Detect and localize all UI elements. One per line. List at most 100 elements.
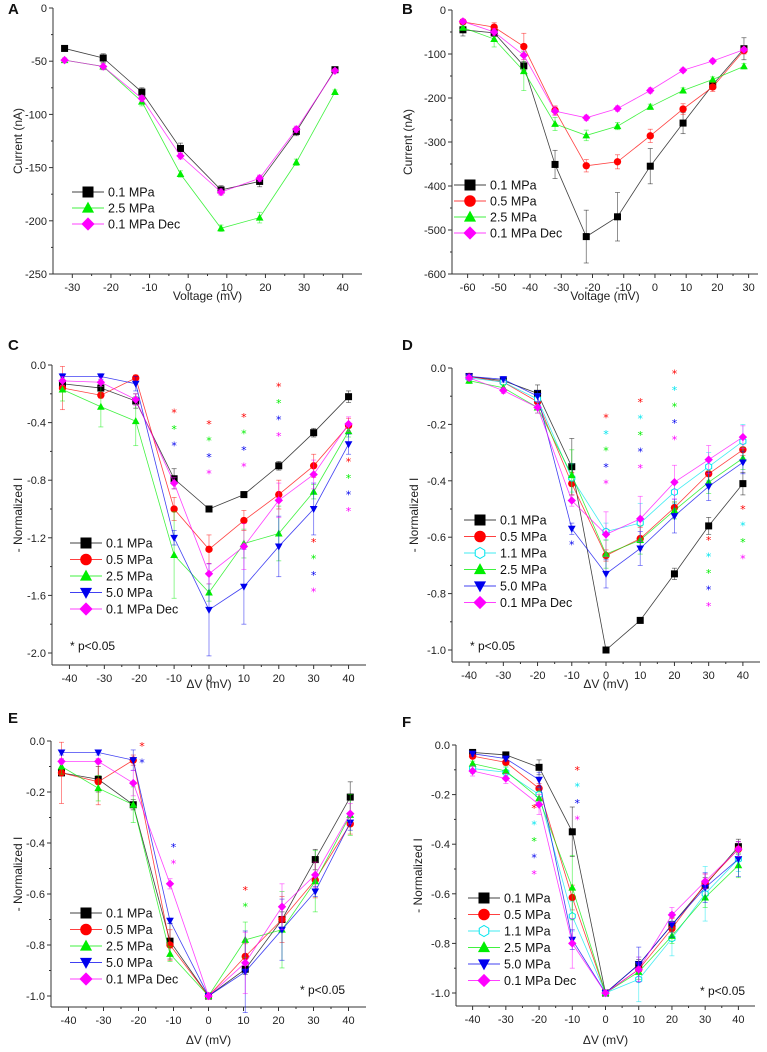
data-point [520, 42, 528, 51]
series-0-1-mpa-dec [58, 376, 353, 585]
data-point [704, 483, 713, 491]
panel-letter: E [8, 710, 18, 727]
data-point [668, 921, 676, 929]
x-tick-label: 0 [206, 673, 212, 685]
data-point [170, 551, 178, 559]
y-axis-title: - Normalized I [11, 837, 25, 912]
data-point [274, 496, 283, 505]
data-point [602, 570, 610, 578]
y-axis-title: Current (nA) [401, 109, 415, 175]
legend-label: 0.1 MPa [490, 179, 537, 193]
data-point [330, 66, 340, 75]
data-point [216, 187, 226, 197]
panel-c: C 0.0 -0.4 -0.8 -1.2 -1.6 -2.0 -40 -30 -20 -10 0 10 2… [8, 337, 366, 691]
data-point [501, 767, 510, 775]
panel-d: D 0.0 -0.2 -0.4 -0.6 -0.8 -1.0 -40 -30 -20 -10 0 10 2… [402, 337, 760, 691]
data-point [292, 125, 301, 134]
series-line [462, 21, 745, 119]
y-tick-label: 0.0 [435, 740, 450, 752]
series-line [61, 759, 351, 997]
data-point [241, 958, 250, 968]
y-tick-label: -100 [25, 109, 47, 121]
legend-marker [79, 569, 93, 581]
y-axis-title: - Normalized I [11, 478, 25, 553]
legend-marker [463, 226, 477, 240]
data-point [613, 104, 622, 113]
legend-label: 0.1 MPa [106, 537, 153, 551]
data-point [670, 478, 679, 487]
data-point [311, 870, 320, 880]
legend-label: 0.1 MPa [108, 186, 155, 200]
y-tick-label: 0.0 [431, 363, 446, 375]
significance-star: * [672, 434, 678, 447]
data-point [310, 429, 318, 437]
legend-label: 2.5 MPa [500, 563, 547, 577]
data-point [613, 122, 622, 130]
data-point [331, 88, 339, 96]
legend-label: 0.1 MPa [504, 892, 551, 906]
data-point [275, 462, 283, 470]
y-tick-label: -1.0 [427, 645, 446, 657]
significance-star: * [346, 472, 352, 485]
x-tick-label: 10 [238, 673, 250, 685]
data-point [459, 23, 467, 31]
series-line [61, 766, 351, 997]
series-line [462, 29, 745, 238]
series-0-1-mpa-dec [57, 757, 355, 1001]
data-point [468, 766, 477, 776]
x-tick-label: -10 [564, 670, 580, 682]
x-tick-label: -30 [96, 673, 112, 685]
data-point [166, 917, 174, 925]
significance-star: * [637, 462, 643, 475]
y-tick-label: -1.0 [431, 988, 450, 1000]
significance-star: * [603, 461, 609, 474]
x-tick-label: 10 [634, 670, 646, 682]
series-line [64, 59, 336, 229]
significance-star: * [531, 835, 537, 848]
x-tick-label: -30 [495, 670, 511, 682]
significance-star: * [276, 430, 282, 443]
series-0-1-mpa-dec [468, 765, 743, 998]
significance-star: * [672, 417, 678, 430]
data-point [129, 800, 138, 808]
panel-b: B 0-100-200-300-400-500-600-60 -50 -40 -30 -2… [401, 1, 758, 303]
data-point [57, 749, 66, 757]
significance-star: * [740, 503, 746, 516]
x-tick-label: -40 [465, 1014, 481, 1026]
y-tick-label: -0.6 [427, 532, 446, 544]
y-tick-label: -100 [424, 49, 446, 61]
significance-star: * [706, 534, 712, 547]
y-tick-label: -0.4 [27, 418, 46, 430]
series-2-5-mpa [459, 23, 748, 142]
legend-label: 2.5 MPa [106, 570, 153, 584]
data-point [646, 86, 655, 95]
x-tick-label: 0 [652, 282, 658, 294]
legend-label: 2.5 MPa [106, 940, 153, 954]
series-0-1-mpa-dec [60, 55, 340, 197]
y-tick-label: -0.6 [26, 889, 45, 901]
data-point [278, 926, 286, 934]
data-point [240, 491, 248, 499]
data-point [57, 757, 66, 766]
data-point [535, 763, 543, 771]
legend-label: 0.1 MPa Dec [106, 973, 178, 987]
significance-star: * [311, 553, 317, 566]
legend: 0.1 MPa 2.5 MPa 0.1 MPa Dec [72, 186, 180, 232]
data-point [679, 86, 687, 94]
x-tick-label: 0 [603, 670, 609, 682]
x-tick-label: 20 [666, 1014, 678, 1026]
data-point [129, 778, 138, 788]
data-point [464, 373, 474, 383]
series-0-5-mpa [58, 366, 353, 565]
legend-label: 0.5 MPa [504, 908, 551, 922]
y-tick-label: 0 [41, 3, 47, 15]
legend: 0.1 MPa 0.5 MPa 1.1 MPa 2.5 MPa 5.0 MPa 0.1 M… [468, 892, 576, 988]
data-point [166, 949, 174, 957]
series-5-0-mpa [58, 373, 353, 657]
data-point [137, 94, 147, 103]
data-point [636, 514, 645, 524]
x-tick-label: -10 [616, 282, 632, 294]
series-2-5-mpa [58, 377, 353, 602]
y-axis-title: Current (nA) [11, 108, 25, 174]
